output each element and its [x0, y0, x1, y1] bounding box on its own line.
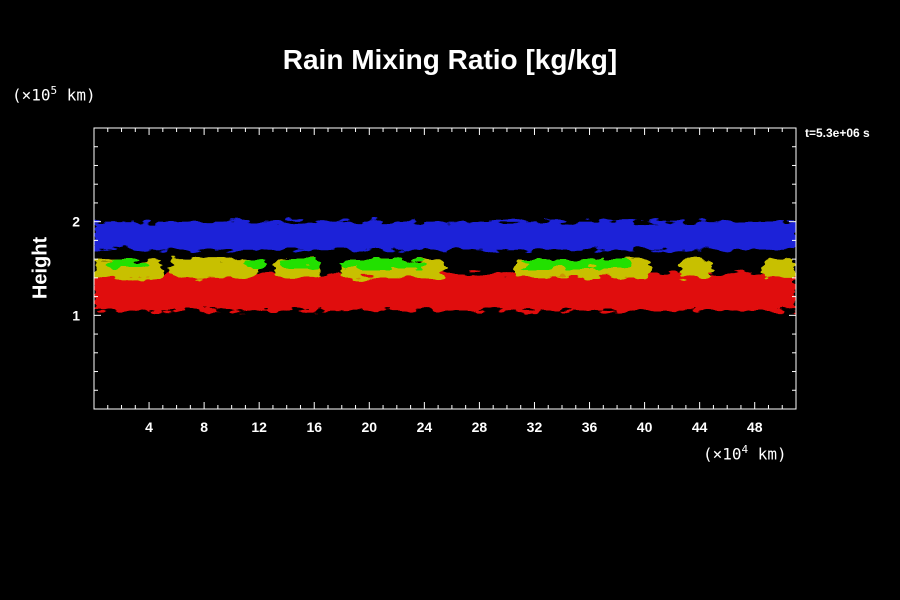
yellow-patch — [679, 259, 714, 278]
x-tick-label: 36 — [582, 419, 598, 435]
yellow-patch — [761, 259, 796, 278]
blue-patch — [94, 221, 796, 250]
x-tick-label: 16 — [306, 419, 322, 435]
x-tick-label: 12 — [251, 419, 267, 435]
plot-fields — [94, 221, 796, 311]
x-tick-label: 24 — [417, 419, 433, 435]
green-patch — [341, 259, 425, 269]
x-axis-unit: (×104 km) — [703, 443, 787, 464]
time-label: t=5.3e+06 s — [805, 126, 870, 140]
x-tick-label: 48 — [747, 419, 763, 435]
red-patch — [94, 273, 796, 311]
x-tick-label: 32 — [527, 419, 543, 435]
x-tick-label: 4 — [145, 419, 153, 435]
chart-title: Rain Mixing Ratio [kg/kg] — [282, 44, 618, 75]
green-patch — [279, 259, 322, 269]
plot-frame — [93, 127, 797, 410]
green-patch — [520, 259, 631, 269]
blue-layer — [94, 221, 796, 250]
green-patch — [107, 259, 150, 269]
x-tick-label: 28 — [472, 419, 488, 435]
green-layer — [107, 259, 631, 269]
yellow-patch — [169, 259, 260, 278]
y-tick-label: 1 — [72, 307, 80, 323]
x-tick-label: 8 — [200, 419, 208, 435]
x-tick-label: 44 — [692, 419, 708, 435]
red-layer — [94, 273, 796, 311]
x-tick-label: 40 — [637, 419, 653, 435]
x-tick-label: 20 — [362, 419, 378, 435]
green-patch — [245, 259, 267, 269]
y-tick-label: 2 — [72, 214, 80, 230]
y-axis-unit: (×105 km) — [12, 84, 96, 105]
